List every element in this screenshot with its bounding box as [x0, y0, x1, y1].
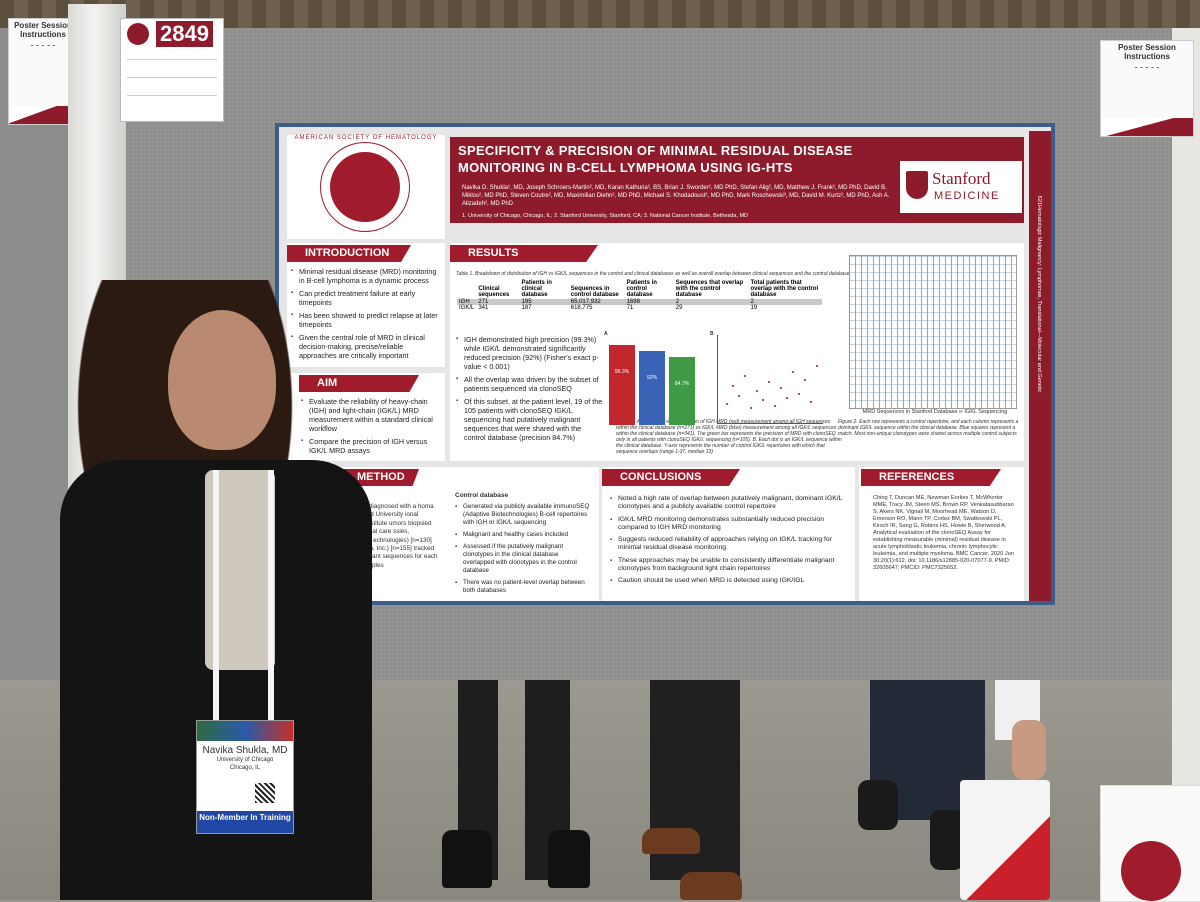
- scatter-point: [732, 385, 734, 387]
- brown-shoe: [680, 872, 742, 900]
- scatter-point: [744, 375, 746, 377]
- poster: AMERICAN SOCIETY OF HEMATOLOGY SPECIFICI…: [275, 123, 1055, 605]
- table-row: IGK/L 341 187 618,775 71 29 19: [459, 305, 758, 311]
- scatter-point: [786, 397, 788, 399]
- session-sign-left: Poster Session Instructions ⁃ ⁃ ⁃ ⁃ ⁃: [8, 18, 78, 125]
- introduction-panel: INTRODUCTION Minimal residual disease (M…: [287, 243, 445, 367]
- lanyard: [268, 470, 274, 725]
- poster-authors: Navika D. Shukla¹, MD, Joseph Schroers-M…: [462, 185, 890, 207]
- conclusions-panel: CONCLUSIONS Noted a high rate of overlap…: [602, 467, 855, 601]
- figure2-caption: Figure 2. Each row represents a control …: [838, 419, 1019, 437]
- poster-number-card: 2849: [120, 18, 224, 122]
- title-banner: SPECIFICITY & PRECISION OF MINIMAL RESID…: [450, 137, 1024, 223]
- shoe: [548, 830, 590, 888]
- scatter-point: [756, 390, 758, 392]
- conclusions-heading: CONCLUSIONS: [602, 469, 740, 486]
- right-wall: [1172, 28, 1200, 900]
- lanyard: [213, 470, 219, 725]
- poster-number: 2849: [156, 21, 213, 47]
- scatter-point: [774, 405, 776, 407]
- shoe: [442, 830, 492, 888]
- method-panel: METHOD ase -patients diagnosed with a ho…: [339, 467, 599, 601]
- ash-emblem-icon: [330, 152, 400, 222]
- introduction-heading: INTRODUCTION: [287, 245, 411, 262]
- conclusions-bullets: Noted a high rate of overlap between put…: [610, 495, 850, 590]
- badge-name: Navika Shukla, MD: [202, 745, 288, 756]
- scatter-point: [738, 395, 740, 397]
- ash-logo: AMERICAN SOCIETY OF HEMATOLOGY: [287, 135, 445, 239]
- results-bullets: IGH demonstrated high precision (99.3%) …: [456, 335, 604, 446]
- bar-igkl: 92%: [639, 351, 665, 425]
- name-badge: Navika Shukla, MD University of Chicago …: [196, 720, 294, 834]
- scatter-point: [798, 393, 800, 395]
- brown-shoe: [642, 828, 700, 854]
- scatter-point: [726, 403, 728, 405]
- scatter-point: [750, 407, 752, 409]
- stanford-shield-icon: [906, 171, 928, 199]
- presenter-face: [168, 310, 276, 450]
- scatter-point: [804, 379, 806, 381]
- scatter-point: [768, 381, 770, 383]
- badge-institution: University of Chicago: [216, 757, 274, 763]
- heatmap-xlabel: MRD Sequences in Stanford Database ∞ IGK…: [862, 409, 1008, 415]
- bar-clonoseq: 84.7%: [669, 357, 695, 425]
- table-caption: Table 1. Breakdown of distribution of IG…: [456, 271, 850, 277]
- poster-title: SPECIFICITY & PRECISION OF MINIMAL RESID…: [458, 143, 853, 175]
- results-table: Clinical sequences Patients in clinical …: [457, 279, 822, 311]
- method-right-bullets: Generated via publicly available immunoS…: [455, 503, 590, 599]
- sneaker: [930, 810, 964, 870]
- scatter-point: [762, 399, 764, 401]
- badge-category: Non-Member In Training: [197, 811, 293, 833]
- figure1-caption: Figure 1. A. Sequence-level precision of…: [616, 419, 842, 455]
- aim-panel: AIM Evaluate the reliability of heavy-ch…: [287, 373, 445, 461]
- precision-bar-chart: 99.3% 92% 84.7%: [601, 335, 701, 425]
- aim-heading: AIM: [299, 375, 419, 392]
- ash-sign-corner: [1100, 785, 1200, 902]
- overlap-heatmap: [849, 255, 1017, 409]
- references-panel: REFERENCES Ching T, Duncan ME, Newman Eo…: [859, 467, 1024, 601]
- scatter-point: [816, 365, 818, 367]
- badge-city: Chicago, IL: [229, 765, 261, 771]
- qr-code-icon: [255, 783, 275, 803]
- table-row: IGH 271 195 65,017,932 1698 2 2: [457, 299, 822, 305]
- references-text: Ching T, Duncan ME, Newman Eorkes T, McW…: [873, 495, 1014, 571]
- aim-bullets: Evaluate the reliability of heavy-chain …: [301, 397, 441, 459]
- scatter-point: [780, 387, 782, 389]
- poster-affiliations: 1. University of Chicago, Chicago, IL; 2…: [462, 213, 749, 219]
- stanford-logo: Stanford MEDICINE: [900, 161, 1022, 213]
- overlap-scatter-plot: [717, 335, 823, 424]
- references-heading: REFERENCES: [861, 469, 1001, 486]
- bar-igh: 99.3%: [609, 345, 635, 425]
- tote-bag: [960, 780, 1050, 900]
- hand: [1012, 720, 1046, 780]
- scatter-point: [810, 401, 812, 403]
- control-database-heading: Control database: [455, 492, 509, 499]
- scatter-point: [792, 371, 794, 373]
- sneaker: [858, 780, 898, 830]
- poster-sidebar: 621Hematologic Malignancy: Lymphomas, Tr…: [1029, 131, 1051, 601]
- ash-logo-icon: [127, 23, 149, 45]
- ash-emblem-icon: [1121, 841, 1181, 901]
- session-sign-right: Poster Session Instructions ⁃ ⁃ ⁃ ⁃ ⁃: [1100, 40, 1194, 137]
- results-heading: RESULTS: [450, 245, 598, 262]
- introduction-bullets: Minimal residual disease (MRD) monitorin…: [291, 267, 441, 364]
